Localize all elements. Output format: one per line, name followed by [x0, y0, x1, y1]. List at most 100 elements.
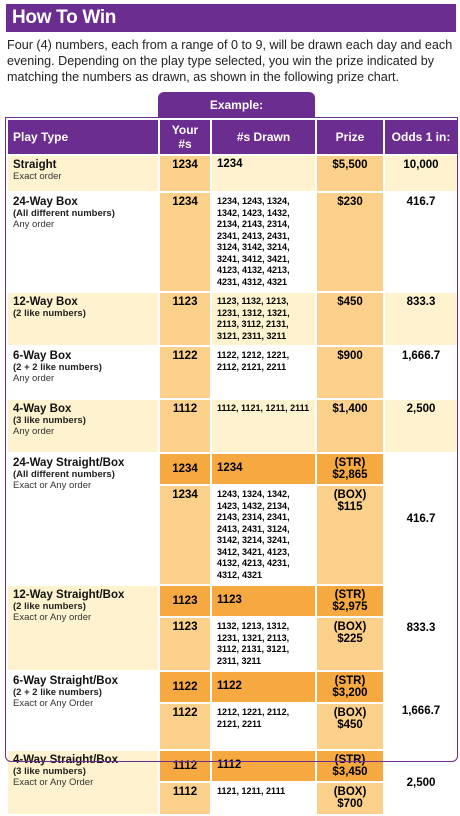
numbers-drawn: 1243, 1324, 1342, 1423, 1432, 2134, 2143… [210, 484, 317, 586]
numbers-drawn: 1112, 1121, 1211, 2111 [210, 398, 317, 454]
play-type-cell: 24-Way Box (All different numbers) Any ord… [6, 191, 160, 293]
prize: (BOX) $115 [315, 484, 385, 586]
play-detail: (All different numbers) [13, 469, 115, 480]
prize: (BOX) $450 [315, 702, 385, 751]
your-numbers: 1234 [158, 154, 212, 193]
odds: 833.3 [383, 584, 459, 672]
table-row: 12-Way Straight/Box (2 like numbers) Exact… [6, 584, 459, 672]
header-row: Play Type Your #s #s Drawn Prize Odds 1 in: [6, 118, 459, 156]
odds: 833.3 [383, 291, 459, 347]
prize: (STR) $2,975 [315, 584, 385, 618]
play-note: Any order [13, 219, 55, 230]
numbers-drawn: 1122, 1212, 1221, 2112, 2121, 2211 [210, 345, 317, 400]
table-row: 4-Way Straight/Box (3 like numbers) Exact … [6, 749, 459, 816]
your-numbers: 1112 [158, 398, 212, 454]
your-numbers: 1123 [158, 584, 212, 618]
your-numbers: 1112 [158, 749, 212, 783]
odds: 2,500 [383, 749, 459, 816]
numbers-drawn: 1122 [210, 670, 317, 704]
prize: (BOX) $225 [315, 616, 385, 672]
title-bar: How To Win [6, 4, 456, 32]
your-numbers: 1122 [158, 702, 212, 751]
play-type-cell: 6-Way Box (2 + 2 like numbers) Any order [6, 345, 160, 400]
play-type-cell: 4-Way Straight/Box (3 like numbers) Exact … [6, 749, 160, 816]
play-note: Exact order [13, 171, 62, 182]
play-detail: (3 like numbers) [13, 766, 86, 777]
play-detail: (2 like numbers) [13, 601, 86, 612]
play-type: 6-Way Box [13, 350, 72, 362]
example-tab: Example: [158, 92, 315, 119]
play-type: 6-Way Straight/Box [13, 675, 119, 687]
play-type: 4-Way Straight/Box [13, 754, 119, 766]
table-row: 1123 1132, 1213, 1312, 1231, 1321, 2113, … [7, 616, 458, 672]
column-header: #s Drawn [210, 118, 317, 156]
play-type-cell: 12-Way Box (2 like numbers) [6, 291, 160, 347]
play-detail: (2 + 2 like numbers) [13, 687, 102, 698]
numbers-drawn: 1132, 1213, 1312, 1231, 1321, 2113, 3112… [210, 616, 317, 672]
play-type: Straight [13, 159, 57, 171]
your-numbers: 1122 [158, 670, 212, 704]
odds: 2,500 [383, 398, 459, 454]
numbers-drawn: 1234 [210, 452, 317, 486]
prize-table: Play Type Your #s #s Drawn Prize Odds 1 in: … [6, 118, 459, 816]
play-note: Exact or Any order [13, 612, 92, 623]
odds: 1,666.7 [383, 670, 459, 751]
play-type: 24-Way Box [13, 196, 78, 208]
page: How To Win Four (4) numbers, each from a… [5, 4, 459, 816]
play-detail: (2 + 2 like numbers) [13, 362, 102, 373]
table-row: Straight Exact order 1234 1234 $5,500 10,000 [6, 154, 459, 193]
your-numbers: 1123 [158, 291, 212, 347]
prize: $450 [315, 291, 385, 347]
prize: $900 [315, 345, 385, 400]
play-type: 12-Way Straight/Box [13, 589, 125, 601]
your-numbers: 1122 [158, 345, 212, 400]
your-numbers: 1234 [158, 191, 212, 293]
numbers-drawn: 1234, 1243, 1324, 1342, 1423, 1432, 2134… [210, 191, 317, 293]
play-type-cell: 4-Way Box (3 like numbers) Any order [6, 398, 160, 454]
prize: (STR) $3,200 [315, 670, 385, 704]
numbers-drawn: 1123 [210, 584, 317, 618]
numbers-drawn: 1212, 1221, 2112, 2121, 2211 [210, 702, 317, 751]
your-numbers: 1112 [158, 781, 212, 816]
numbers-drawn: 1123, 1132, 1213, 1231, 1312, 1321, 2113… [210, 291, 317, 347]
play-detail: (All different numbers) [13, 208, 115, 219]
numbers-drawn: 1121, 1211, 2111 [210, 781, 317, 816]
prize: $1,400 [315, 398, 385, 454]
play-note: Exact or Any Order [13, 777, 94, 788]
column-header: Odds 1 in: [383, 118, 459, 156]
play-note: Exact or Any order [13, 480, 92, 491]
table-row: 6-Way Box (2 + 2 like numbers) Any order 11… [6, 345, 459, 400]
your-numbers: 1234 [158, 484, 212, 586]
play-detail: (2 like numbers) [13, 308, 86, 319]
odds: 1,666.7 [383, 345, 459, 400]
play-note: Exact or Any Order [13, 698, 94, 709]
prize: (STR) $2,865 [315, 452, 385, 486]
play-type-cell: 24-Way Straight/Box (All different number… [6, 452, 160, 586]
play-type: 4-Way Box [13, 403, 72, 415]
table-row: 24-Way Box (All different numbers) Any ord… [6, 191, 459, 293]
table-row: 6-Way Straight/Box (2 + 2 like numbers) Ex… [6, 670, 459, 751]
odds: 10,000 [383, 154, 459, 193]
prize: (STR) $3,450 [315, 749, 385, 783]
your-numbers: 1123 [158, 616, 212, 672]
table-row: 24-Way Straight/Box (All different number… [6, 452, 459, 586]
play-note: Any order [13, 426, 55, 437]
numbers-drawn: 1112 [210, 749, 317, 783]
play-type-cell: Straight Exact order [6, 154, 160, 193]
table-row: 12-Way Box (2 like numbers) 1123 1123, 1132… [6, 291, 459, 347]
play-detail: (3 like numbers) [13, 415, 86, 426]
column-header: Prize [315, 118, 385, 156]
your-numbers: 1234 [158, 452, 212, 486]
play-type-cell: 6-Way Straight/Box (2 + 2 like numbers) Ex… [6, 670, 160, 751]
column-header: Your #s [158, 118, 212, 156]
prize: $5,500 [315, 154, 385, 193]
prize: (BOX) $700 [315, 781, 385, 816]
play-type-cell: 12-Way Straight/Box (2 like numbers) Exact… [6, 584, 160, 672]
prize: $230 [315, 191, 385, 293]
odds: 416.7 [383, 191, 459, 293]
table-row: 1234 1243, 1324, 1342, 1423, 1432, 2134, … [7, 484, 458, 586]
play-type: 24-Way Straight/Box [13, 457, 125, 469]
table-row: 1122 1212, 1221, 2112, 2121, 2211 (BOX) $4… [7, 702, 458, 751]
table-row: 4-Way Box (3 like numbers) Any order 1112 11… [6, 398, 459, 454]
intro-text: Four (4) numbers, each from a range of 0… [7, 38, 453, 84]
